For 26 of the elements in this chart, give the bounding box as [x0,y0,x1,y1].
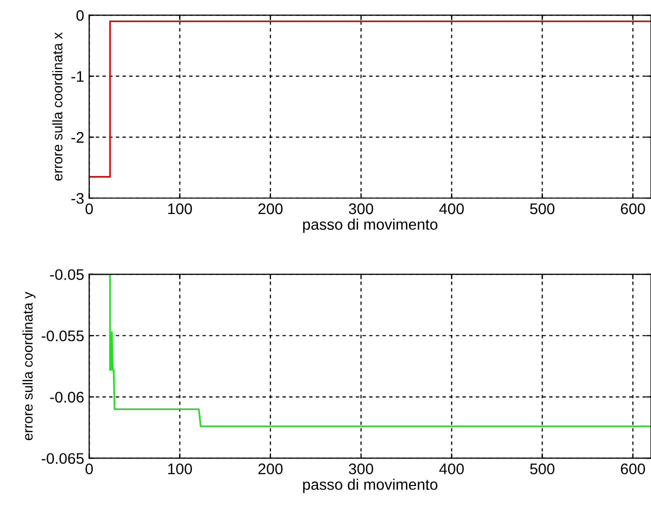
y-tick-label: -0.055 [42,330,84,342]
y-axis-title: errore sulla coordinata y [22,292,36,440]
x-tick-label: 0 [86,203,93,214]
x-tick-label: 600 [620,463,646,474]
x-tick-label: 500 [530,203,554,214]
x-tick-label: 100 [168,203,192,214]
x-tick-label: 200 [258,463,283,474]
x-tick-label: 500 [530,463,554,474]
x-tick-label: 400 [439,463,464,474]
x-tick-label: 600 [620,203,646,214]
y-tick-label: -0.065 [42,453,84,464]
x-tick-label: 300 [348,463,374,474]
y-tick-label: -1 [71,71,84,82]
x-axis-title: passo di movimento [303,478,438,493]
y-tick-label: -0.05 [50,269,84,280]
x-tick-label: 100 [168,463,192,474]
x-tick-label: 300 [348,203,374,214]
y-tick-label: 0 [76,10,84,21]
y-tick-label: -2 [71,132,84,143]
y-axis-title: errore sulla coordinata x [52,32,62,181]
y-tick-label: -0.06 [50,392,84,403]
x-axis-title: passo di movimento [303,218,438,233]
y-tick-label: -3 [71,192,84,204]
x-tick-label: 200 [258,203,283,214]
x-tick-label: 400 [439,203,464,214]
x-tick-label: 0 [86,463,93,474]
